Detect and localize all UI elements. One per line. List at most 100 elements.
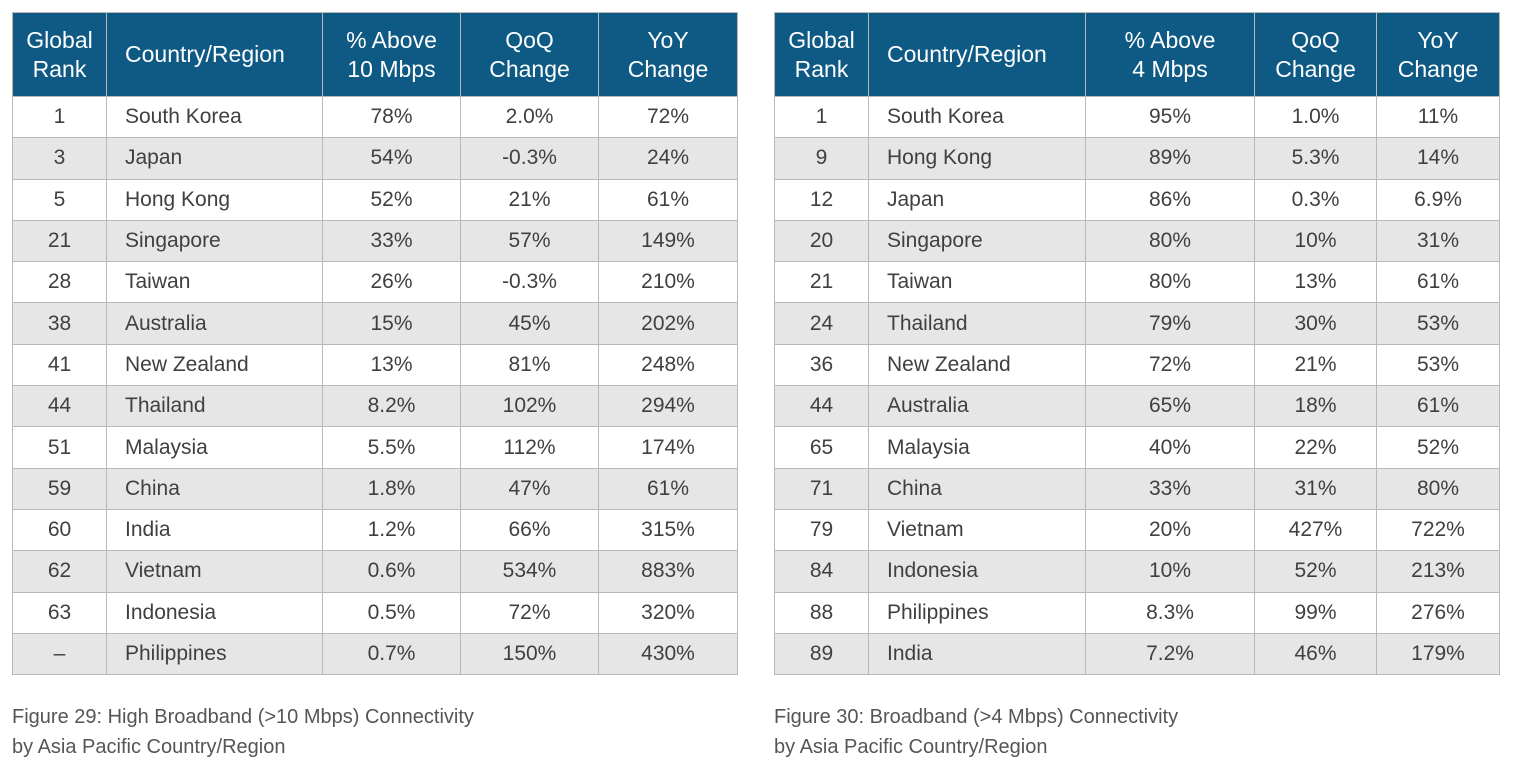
broadband-table: Global Rank Country/Region % Above 4 Mbps … bbox=[774, 12, 1500, 676]
cell-qoq-change: 2.0% bbox=[460, 95, 599, 139]
caption-line: Figure 30: Broadband (>4 Mbps) Connectiv… bbox=[774, 706, 1179, 728]
header-line: Rank bbox=[32, 55, 87, 82]
cell-qoq-change: 47% bbox=[460, 467, 599, 510]
cell-qoq-change: 22% bbox=[1254, 426, 1377, 469]
cell-country-region: Singapore bbox=[868, 219, 1086, 263]
cell-country-region: India bbox=[106, 508, 323, 552]
cell-pct-above: 79% bbox=[1085, 302, 1255, 345]
cell-global-rank: 1 bbox=[12, 95, 107, 139]
cell-pct-above: 65% bbox=[1085, 385, 1255, 428]
cell-global-rank: 38 bbox=[12, 302, 107, 345]
table-row: 62 Vietnam 0.6% 534% 883% bbox=[12, 550, 738, 593]
table-row: 89 India 7.2% 46% 179% bbox=[774, 632, 1500, 676]
cell-global-rank: 3 bbox=[12, 137, 107, 180]
cell-country-region: Hong Kong bbox=[106, 178, 323, 221]
cell-pct-above: 80% bbox=[1085, 219, 1255, 263]
header-global-rank: Global Rank bbox=[774, 12, 869, 97]
table-row: 21 Singapore 33% 57% 149% bbox=[12, 219, 738, 263]
table-row: 41 New Zealand 13% 81% 248% bbox=[12, 343, 738, 387]
cell-yoy-change: 722% bbox=[1376, 508, 1500, 552]
header-line: Change bbox=[1275, 55, 1356, 82]
cell-global-rank: 12 bbox=[774, 178, 869, 221]
cell-pct-above: 86% bbox=[1085, 178, 1255, 221]
header-yoy-change: YoY Change bbox=[1376, 12, 1500, 97]
cell-country-region: New Zealand bbox=[106, 343, 323, 387]
cell-yoy-change: 53% bbox=[1376, 302, 1500, 345]
table-header-row: Global Rank Country/Region % Above 4 Mbps … bbox=[774, 12, 1500, 97]
table-row: 12 Japan 86% 0.3% 6.9% bbox=[774, 178, 1500, 221]
cell-yoy-change: 72% bbox=[598, 95, 738, 139]
table-row: 38 Australia 15% 45% 202% bbox=[12, 302, 738, 345]
header-pct-above: % Above 4 Mbps bbox=[1085, 12, 1255, 97]
cell-global-rank: 9 bbox=[774, 137, 869, 180]
table-row: 44 Thailand 8.2% 102% 294% bbox=[12, 385, 738, 428]
cell-pct-above: 95% bbox=[1085, 95, 1255, 139]
cell-pct-above: 7.2% bbox=[1085, 632, 1255, 676]
cell-yoy-change: 61% bbox=[1376, 385, 1500, 428]
header-line: 10 Mbps bbox=[347, 55, 436, 82]
cell-pct-above: 40% bbox=[1085, 426, 1255, 469]
header-line: QoQ bbox=[1291, 26, 1340, 53]
figure-29-caption: Figure 29: High Broadband (>10 Mbps) Con… bbox=[12, 702, 474, 762]
cell-country-region: Philippines bbox=[868, 591, 1086, 634]
cell-country-region: Japan bbox=[868, 178, 1086, 221]
cell-pct-above: 5.5% bbox=[322, 426, 461, 469]
header-line: Country/Region bbox=[887, 41, 1047, 67]
cell-country-region: Taiwan bbox=[106, 261, 323, 304]
cell-country-region: Thailand bbox=[106, 385, 323, 428]
header-line: Change bbox=[489, 55, 570, 82]
cell-pct-above: 52% bbox=[322, 178, 461, 221]
cell-pct-above: 78% bbox=[322, 95, 461, 139]
cell-yoy-change: 52% bbox=[1376, 426, 1500, 469]
cell-pct-above: 13% bbox=[322, 343, 461, 387]
header-line: Change bbox=[1397, 55, 1479, 82]
header-line: Country/Region bbox=[125, 41, 285, 67]
header-pct-above: % Above 10 Mbps bbox=[322, 12, 461, 97]
cell-qoq-change: 30% bbox=[1254, 302, 1377, 345]
cell-pct-above: 0.7% bbox=[322, 632, 461, 676]
header-yoy-change: YoY Change bbox=[598, 12, 738, 97]
cell-yoy-change: 31% bbox=[1376, 219, 1500, 263]
cell-pct-above: 0.5% bbox=[322, 591, 461, 634]
cell-pct-above: 0.6% bbox=[322, 550, 461, 593]
cell-qoq-change: 52% bbox=[1254, 550, 1377, 593]
cell-country-region: China bbox=[868, 467, 1086, 510]
cell-country-region: Australia bbox=[106, 302, 323, 345]
header-line: % Above bbox=[346, 26, 437, 53]
header-line: Rank bbox=[794, 55, 849, 82]
cell-qoq-change: 13% bbox=[1254, 261, 1377, 304]
cell-country-region: China bbox=[106, 467, 323, 510]
cell-qoq-change: 57% bbox=[460, 219, 599, 263]
cell-global-rank: 20 bbox=[774, 219, 869, 263]
cell-country-region: Philippines bbox=[106, 632, 323, 676]
cell-country-region: India bbox=[868, 632, 1086, 676]
header-line: 4 Mbps bbox=[1132, 55, 1208, 82]
table-row: 71 China 33% 31% 80% bbox=[774, 467, 1500, 510]
cell-yoy-change: 61% bbox=[598, 467, 738, 510]
header-line: Global bbox=[788, 26, 855, 53]
cell-global-rank: 36 bbox=[774, 343, 869, 387]
cell-global-rank: – bbox=[12, 632, 107, 676]
cell-qoq-change: 46% bbox=[1254, 632, 1377, 676]
cell-country-region: Malaysia bbox=[106, 426, 323, 469]
cell-country-region: Singapore bbox=[106, 219, 323, 263]
cell-global-rank: 1 bbox=[774, 95, 869, 139]
cell-global-rank: 41 bbox=[12, 343, 107, 387]
table-row: 20 Singapore 80% 10% 31% bbox=[774, 219, 1500, 263]
cell-yoy-change: 80% bbox=[1376, 467, 1500, 510]
cell-qoq-change: 66% bbox=[460, 508, 599, 552]
table-row: – Philippines 0.7% 150% 430% bbox=[12, 632, 738, 676]
cell-yoy-change: 315% bbox=[598, 508, 738, 552]
cell-country-region: Hong Kong bbox=[868, 137, 1086, 180]
cell-qoq-change: 534% bbox=[460, 550, 599, 593]
cell-yoy-change: 430% bbox=[598, 632, 738, 676]
table-row: 9 Hong Kong 89% 5.3% 14% bbox=[774, 137, 1500, 180]
cell-qoq-change: 72% bbox=[460, 591, 599, 634]
cell-yoy-change: 179% bbox=[1376, 632, 1500, 676]
cell-yoy-change: 149% bbox=[598, 219, 738, 263]
table-row: 65 Malaysia 40% 22% 52% bbox=[774, 426, 1500, 469]
cell-global-rank: 79 bbox=[774, 508, 869, 552]
cell-country-region: Australia bbox=[868, 385, 1086, 428]
cell-yoy-change: 248% bbox=[598, 343, 738, 387]
cell-country-region: Taiwan bbox=[868, 261, 1086, 304]
